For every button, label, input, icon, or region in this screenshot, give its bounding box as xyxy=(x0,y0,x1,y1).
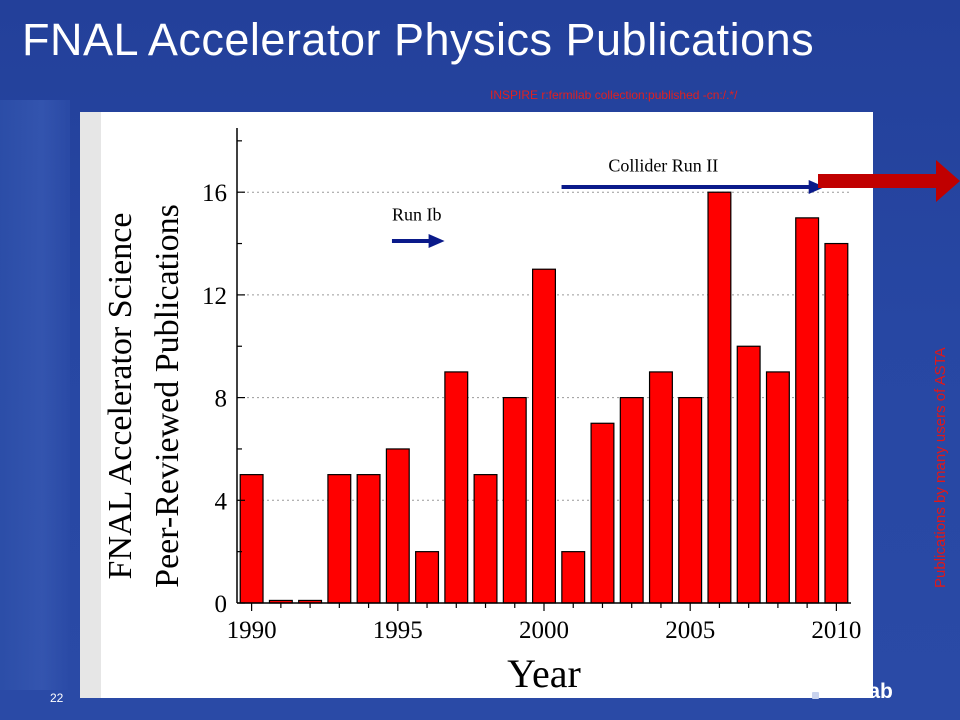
x-tick-label-2010: 2010 xyxy=(811,617,861,644)
side-arrow-head xyxy=(936,160,960,202)
inspire-query-text: INSPIRE r:fermilab collection:published … xyxy=(490,88,738,102)
y-tick-label-16: 16 xyxy=(202,180,227,207)
slide-title: FNAL Accelerator Physics Publications xyxy=(22,14,815,65)
annotation-layer: Run Ib Collider Run II xyxy=(391,156,825,248)
bar-1999 xyxy=(502,396,527,604)
left-decorative-stripe xyxy=(0,100,70,690)
run-ib-label: Run Ib xyxy=(392,204,442,224)
bar-2004 xyxy=(648,371,673,604)
bar-2003 xyxy=(619,396,644,604)
bar-1996 xyxy=(415,551,440,604)
bar-2010 xyxy=(824,242,849,604)
footer-logo: milab xyxy=(838,680,893,703)
bar-1998 xyxy=(473,474,498,604)
bar-2002 xyxy=(590,422,615,604)
x-tick-label-2005: 2005 xyxy=(665,617,715,644)
bar-2005 xyxy=(678,396,703,604)
y-tick-label-12: 12 xyxy=(202,283,227,310)
y-tick-label-4: 4 xyxy=(215,488,228,515)
figure-left-border xyxy=(80,112,101,698)
label-layer: 0 4 8 12 16 1990 1995 2000 2005 2010 xyxy=(202,180,861,644)
x-tick-label-1990: 1990 xyxy=(227,617,277,644)
bar-layer xyxy=(239,191,849,604)
axis-layer xyxy=(236,128,851,611)
y-axis-title-line-1: FNAL Accelerator Science xyxy=(102,213,139,580)
y-tick-label-0: 0 xyxy=(215,591,228,618)
bar-2006 xyxy=(707,191,732,604)
bar-1990 xyxy=(239,474,264,604)
x-tick-label-2000: 2000 xyxy=(519,617,569,644)
bar-1995 xyxy=(385,448,410,604)
side-arrow-shaft xyxy=(818,174,936,188)
bar-2001 xyxy=(561,551,586,604)
collider-run-ii-label: Collider Run II xyxy=(608,156,718,176)
x-axis-title: Year xyxy=(507,651,581,696)
side-arrow xyxy=(818,160,960,202)
bar-1997 xyxy=(444,371,469,604)
page-number: 22 xyxy=(50,691,64,705)
bar-1993 xyxy=(327,474,352,604)
bar-2007 xyxy=(736,345,761,604)
bar-2008 xyxy=(765,371,790,604)
footer-logo-mark xyxy=(812,692,819,699)
bar-2000 xyxy=(531,268,557,604)
bar-1994 xyxy=(356,474,381,604)
x-tick-label-1995: 1995 xyxy=(373,617,423,644)
side-note: Publications by many users of ASTA xyxy=(932,347,949,588)
y-axis-title-line-2: Peer-Reviewed Publications xyxy=(149,204,186,588)
bar-2009 xyxy=(795,217,820,604)
collider-run-ii-arrow-head xyxy=(808,180,825,195)
y-axis-title-group: FNAL Accelerator Science Peer-Reviewed P… xyxy=(102,204,186,588)
run-ib-arrow-head xyxy=(428,233,445,248)
y-tick-label-8: 8 xyxy=(215,386,228,413)
